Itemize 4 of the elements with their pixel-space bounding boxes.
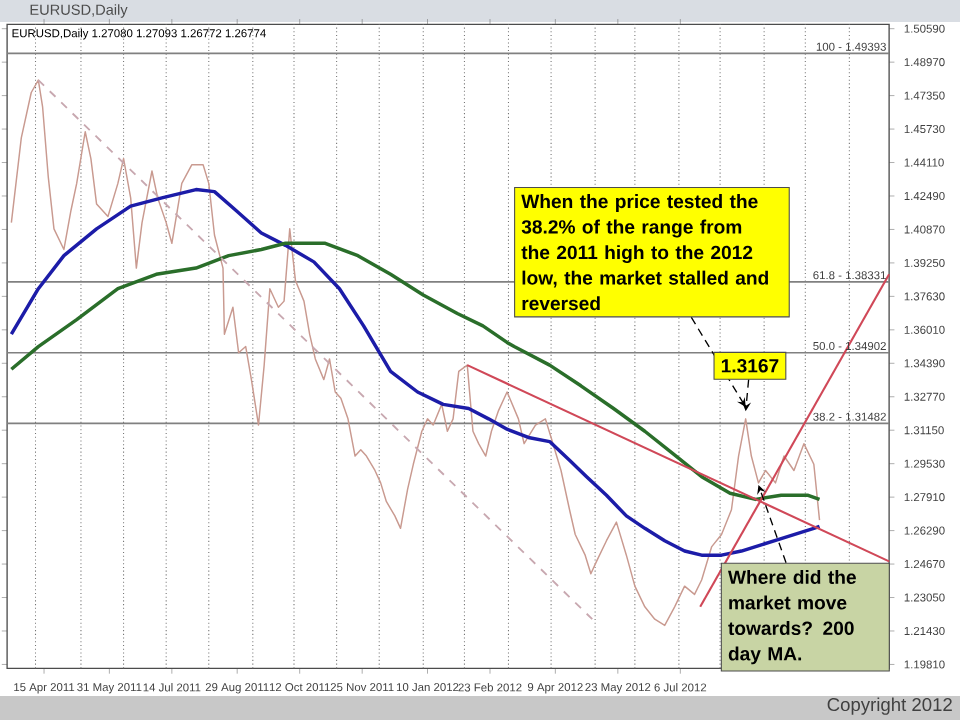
text: Copyright 2012 (827, 697, 952, 715)
annotation: Where did the market move towards? 200 day MA. (727, 569, 856, 665)
annotation: 1.3167 (721, 359, 779, 373)
annotation: When the price tested the 38.2% of the range from the 2011 high to the 2012 low, the market stalled and reversed (521, 194, 768, 311)
